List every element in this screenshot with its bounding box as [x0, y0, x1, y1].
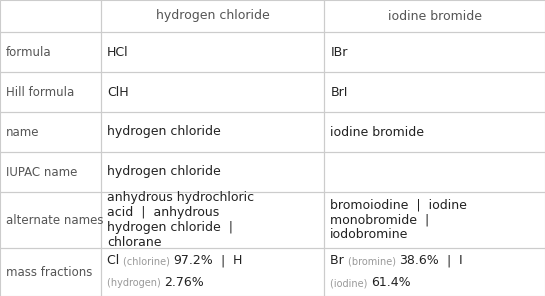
Text: H: H	[233, 255, 243, 268]
Bar	[0, 32, 101, 72]
Bar	[101, 32, 324, 72]
Text: bromoiodine  |  iodine
monobromide  |
iodobromine: bromoiodine | iodine monobromide | iodob…	[330, 199, 467, 242]
Text: |: |	[213, 255, 233, 268]
Text: 2.76%: 2.76%	[164, 276, 203, 289]
Bar	[0, 192, 101, 248]
Bar	[324, 0, 545, 32]
Text: HCl: HCl	[107, 46, 129, 59]
Text: Cl: Cl	[107, 255, 123, 268]
Bar	[324, 32, 545, 72]
Bar	[0, 0, 101, 32]
Bar	[101, 248, 324, 296]
Text: mass fractions: mass fractions	[6, 266, 92, 279]
Text: BrI: BrI	[330, 86, 348, 99]
Text: Br: Br	[330, 255, 348, 268]
Text: anhydrous hydrochloric
acid  |  anhydrous
hydrogen chloride  |
chlorane: anhydrous hydrochloric acid | anhydrous …	[107, 191, 254, 249]
Bar	[0, 72, 101, 112]
Bar	[324, 152, 545, 192]
Text: iodine bromide: iodine bromide	[387, 9, 482, 22]
Bar	[324, 192, 545, 248]
Text: alternate names: alternate names	[6, 213, 104, 226]
Bar	[101, 152, 324, 192]
Text: |: |	[439, 255, 459, 268]
Bar	[101, 112, 324, 152]
Bar	[324, 248, 545, 296]
Bar	[0, 112, 101, 152]
Bar	[324, 112, 545, 152]
Text: Hill formula: Hill formula	[6, 86, 74, 99]
Text: hydrogen chloride: hydrogen chloride	[107, 165, 221, 178]
Text: ClH: ClH	[107, 86, 129, 99]
Text: 38.6%: 38.6%	[399, 255, 439, 268]
Text: (bromine): (bromine)	[348, 256, 399, 266]
Text: iodine bromide: iodine bromide	[330, 126, 424, 139]
Text: 61.4%: 61.4%	[371, 276, 410, 289]
Bar	[0, 248, 101, 296]
Text: hydrogen chloride: hydrogen chloride	[107, 126, 221, 139]
Text: IUPAC name: IUPAC name	[6, 165, 77, 178]
Text: (hydrogen): (hydrogen)	[107, 278, 164, 288]
Text: hydrogen chloride: hydrogen chloride	[156, 9, 269, 22]
Text: (chlorine): (chlorine)	[123, 256, 173, 266]
Text: (iodine): (iodine)	[330, 278, 371, 288]
Text: formula: formula	[6, 46, 52, 59]
Text: IBr: IBr	[330, 46, 348, 59]
Bar	[101, 192, 324, 248]
Text: 97.2%: 97.2%	[173, 255, 213, 268]
Text: I: I	[459, 255, 463, 268]
Bar	[0, 152, 101, 192]
Bar	[324, 72, 545, 112]
Bar	[101, 72, 324, 112]
Bar	[101, 0, 324, 32]
Text: name: name	[6, 126, 39, 139]
